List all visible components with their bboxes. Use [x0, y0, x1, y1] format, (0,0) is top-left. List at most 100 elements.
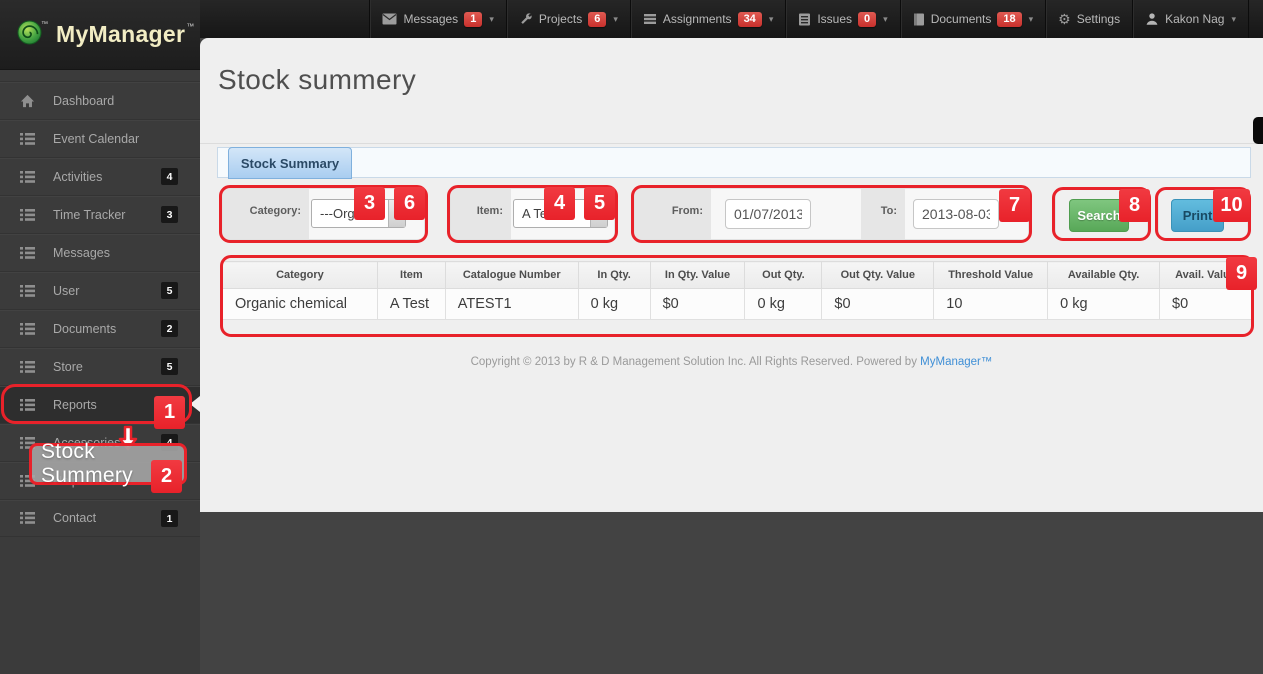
list-icon [20, 322, 35, 335]
col-header[interactable]: Catalogue Number [444, 261, 579, 289]
cell-item: A Test [376, 288, 446, 320]
nav-label: Issues [817, 12, 853, 26]
footer-text: Copyright © 2013 by R & D Management Sol… [470, 356, 921, 368]
edge-pull-tab[interactable] [1253, 117, 1263, 144]
chevron-down-icon[interactable]: ▾ [1231, 13, 1236, 24]
logo-icon-tm: ™ [41, 21, 48, 28]
sidebar-item-user[interactable]: User 5 [0, 271, 200, 309]
nav-documents[interactable]: Documents 18 ▾ [899, 0, 1045, 38]
list-icon [20, 208, 35, 221]
nav-settings[interactable]: ⚙ Settings [1045, 0, 1132, 38]
sidebar-item-dashboard[interactable]: Dashboard [0, 81, 200, 119]
category-label: Category: [223, 189, 309, 239]
callout-3: 3 [354, 187, 385, 220]
cell-threshold-value: 10 [933, 288, 1049, 320]
callout-5: 5 [584, 187, 615, 220]
sidebar-item-messages[interactable]: Messages [0, 233, 200, 271]
table-header-row: Category Item Catalogue Number In Qty. I… [222, 261, 1252, 289]
issues-count-badge: 0 [858, 11, 877, 27]
nav-messages[interactable]: Messages 1 ▾ [369, 0, 505, 38]
chevron-down-icon[interactable]: ▾ [489, 13, 494, 24]
to-label: To: [861, 189, 905, 239]
callout-8: 8 [1119, 189, 1150, 222]
callout-7: 7 [999, 189, 1030, 222]
flyout-label: Stock Summery [41, 440, 133, 487]
from-label: From: [635, 189, 711, 239]
activities-count-badge: 4 [161, 168, 178, 185]
chevron-down-icon[interactable]: ▾ [768, 13, 774, 24]
sidebar-item-contact[interactable]: Contact 1 [0, 499, 200, 537]
list-icon [20, 132, 35, 145]
nav-label: Messages [403, 12, 459, 26]
col-header[interactable]: Item [376, 261, 446, 289]
list-stack-icon [643, 13, 657, 25]
col-header[interactable]: In Qty. Value [649, 261, 746, 289]
col-header[interactable]: Out Qty. [744, 261, 823, 289]
chevron-down-icon[interactable]: ▾ [1028, 13, 1034, 24]
contact-count-badge: 1 [161, 510, 178, 527]
sidebar: Dashboard Event Calendar Activities 4 [0, 70, 200, 674]
tab-stock-summary[interactable]: Stock Summary [228, 147, 352, 179]
sidebar-item-time-tracker[interactable]: Time Tracker 3 [0, 195, 200, 233]
from-date-input[interactable] [725, 199, 811, 229]
col-header[interactable]: In Qty. [577, 261, 651, 289]
nav-label: Settings [1076, 12, 1121, 26]
col-header[interactable]: Threshold Value [933, 261, 1049, 289]
sidebar-item-store[interactable]: Store 5 [0, 347, 200, 385]
list-icon [20, 512, 35, 524]
callout-2: 2 [151, 460, 182, 493]
cell-available-qty: 0 kg [1047, 288, 1161, 320]
sidebar-item-activities[interactable]: Activities 4 [0, 157, 200, 195]
cell-in-qty-value: $0 [649, 288, 746, 320]
list-icon [20, 170, 35, 183]
nav-label: Documents [930, 12, 992, 26]
col-header[interactable]: Available Qty. [1047, 261, 1161, 289]
chevron-down-icon[interactable]: ▾ [883, 13, 888, 24]
nav-label: Assignments [662, 12, 732, 26]
store-count-badge: 5 [161, 358, 178, 375]
logo-snail-icon [16, 19, 43, 51]
date-range-filter-group: From: To: [634, 188, 1029, 240]
sidebar-item-label: Store [53, 359, 83, 374]
table-row[interactable]: Organic chemical A Test ATEST1 0 kg $0 0… [222, 288, 1252, 320]
messages-count-badge: 1 [464, 11, 483, 27]
chevron-down-icon[interactable]: ▾ [613, 13, 618, 24]
callout-6: 6 [394, 187, 425, 220]
sidebar-item-label: Documents [53, 321, 117, 336]
col-header[interactable]: Out Qty. Value [821, 261, 935, 289]
to-date-input[interactable] [913, 199, 999, 229]
user-count-badge: 5 [161, 282, 178, 299]
gear-icon: ⚙ [1058, 11, 1071, 27]
list-icon [20, 398, 35, 411]
sidebar-item-label: Contact [53, 511, 97, 525]
nav-label: Projects [538, 12, 583, 26]
cell-out-qty-value: $0 [821, 288, 935, 320]
copyright-footer: Copyright © 2013 by R & D Management Sol… [200, 356, 1263, 368]
callout-10: 10 [1213, 189, 1250, 222]
logo-tm: ™ [186, 22, 195, 31]
col-header[interactable]: Category [222, 261, 378, 289]
sidebar-item-label: Dashboard [53, 93, 115, 108]
nav-user-menu[interactable]: Kakon Nag ▾ [1132, 0, 1249, 38]
page-title: Stock summery [218, 64, 417, 95]
issues-doc-icon [798, 13, 811, 26]
nav-projects[interactable]: Projects 6 ▾ [505, 0, 630, 38]
sidebar-item-label: User [53, 283, 80, 298]
nav-issues[interactable]: Issues 0 ▾ [785, 0, 899, 38]
logo-text: MyManager [56, 21, 186, 47]
sidebar-item-label: Event Calendar [53, 131, 140, 146]
callout-4: 4 [544, 187, 575, 220]
item-label: Item: [451, 189, 511, 239]
sidebar-item-documents[interactable]: Documents 2 [0, 309, 200, 347]
tab-label: Stock Summary [240, 155, 340, 171]
list-icon [20, 284, 35, 297]
cell-avail-value: $0 [1159, 288, 1252, 320]
list-icon [20, 246, 35, 259]
projects-count-badge: 6 [588, 11, 607, 27]
app-logo[interactable]: ™ MyManager ™ [0, 0, 200, 70]
sidebar-item-event-calendar[interactable]: Event Calendar [0, 119, 200, 157]
document-icon [913, 13, 925, 26]
footer-brand-link[interactable]: MyManager™ [920, 356, 993, 368]
nav-assignments[interactable]: Assignments 34 ▾ [629, 0, 785, 38]
active-item-pointer [190, 396, 200, 412]
